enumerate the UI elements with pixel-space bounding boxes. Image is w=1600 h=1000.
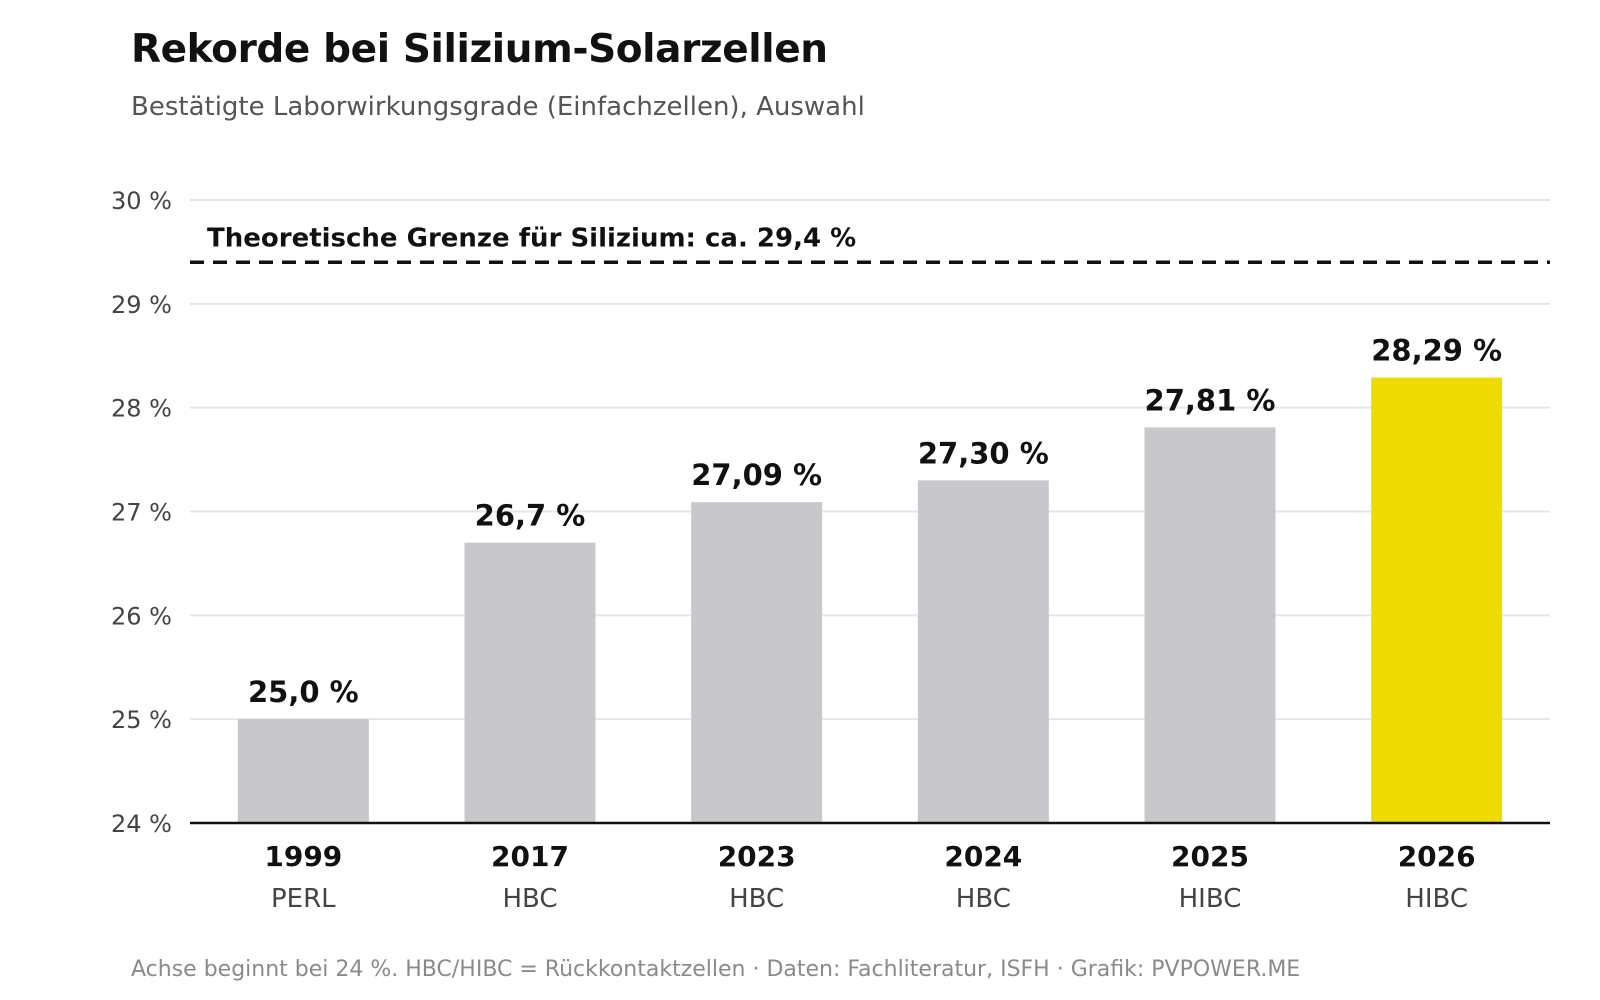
- x-tick-label: 2026: [1398, 840, 1476, 873]
- bar-value-label: 27,09 %: [691, 458, 822, 492]
- reference-line-group: Theoretische Grenze für Silizium: ca. 29…: [190, 223, 1550, 265]
- bars: [237, 377, 1503, 823]
- bar: [237, 719, 369, 823]
- x-tick-sublabel: HIBC: [1405, 884, 1468, 914]
- x-tick-label: 2023: [718, 840, 796, 873]
- x-tick-sublabel: HBC: [729, 884, 784, 914]
- y-tick-label: 26 %: [111, 602, 172, 630]
- reference-line-label: Theoretische Grenze für Silizium: ca. 29…: [207, 223, 856, 253]
- bar-value-label: 27,30 %: [918, 436, 1049, 470]
- bar: [464, 542, 596, 823]
- chart-title: Rekorde bei Silizium-Solarzellen: [131, 27, 828, 72]
- y-tick-label: 25 %: [111, 706, 172, 734]
- x-tick-label: 1999: [264, 840, 342, 873]
- x-tick-sublabel: HIBC: [1179, 884, 1242, 914]
- bar-value-label: 27,81 %: [1145, 383, 1276, 417]
- x-tick-sublabel: HBC: [502, 884, 557, 914]
- x-tick-sublabel: HBC: [956, 884, 1011, 914]
- y-tick-label: 24 %: [111, 810, 172, 838]
- bar: [691, 502, 823, 823]
- y-tick-label: 30 %: [111, 187, 172, 215]
- bar: [1144, 427, 1276, 823]
- chart-subtitle: Bestätigte Laborwirkungsgrade (Einfachze…: [131, 92, 865, 122]
- labels: 24 % 25 % 26 % 27 % 28 % 29 % 30 % 25,0 % 1999 PE…: [111, 187, 1502, 914]
- bar-value-label: 28,29 %: [1371, 334, 1502, 368]
- grid-lines: [190, 199, 1550, 721]
- bar: [1371, 377, 1503, 823]
- bar-value-label: 26,7 %: [475, 499, 586, 533]
- y-tick-label: 28 %: [111, 395, 172, 423]
- y-tick-label: 27 %: [111, 499, 172, 527]
- bar: [917, 480, 1049, 823]
- chart-footnote: Achse beginnt bei 24 %. HBC/HIBC = Rückk…: [131, 957, 1301, 982]
- y-tick-label: 29 %: [111, 291, 172, 319]
- x-tick-label: 2025: [1171, 840, 1249, 873]
- x-tick-label: 2024: [944, 840, 1022, 873]
- x-tick-sublabel: PERL: [271, 884, 336, 914]
- bar-value-label: 25,0 %: [248, 675, 359, 709]
- x-tick-label: 2017: [491, 840, 569, 873]
